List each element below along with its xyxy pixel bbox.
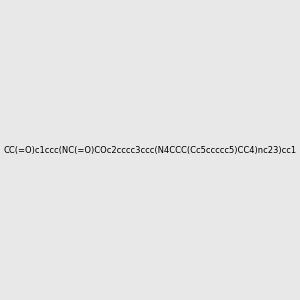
Text: CC(=O)c1ccc(NC(=O)COc2cccc3ccc(N4CCC(Cc5ccccc5)CC4)nc23)cc1: CC(=O)c1ccc(NC(=O)COc2cccc3ccc(N4CCC(Cc5… xyxy=(3,146,297,154)
